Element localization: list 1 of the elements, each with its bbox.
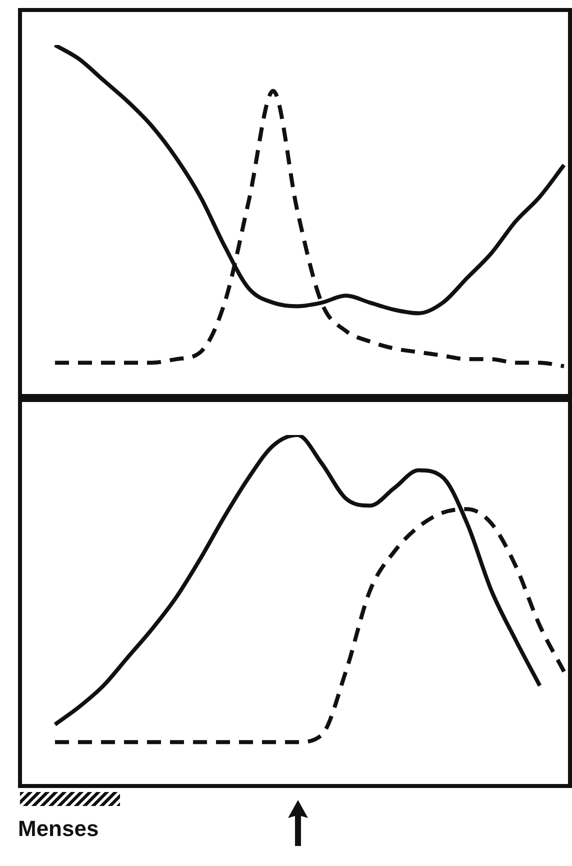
text: Menses bbox=[18, 816, 99, 842]
